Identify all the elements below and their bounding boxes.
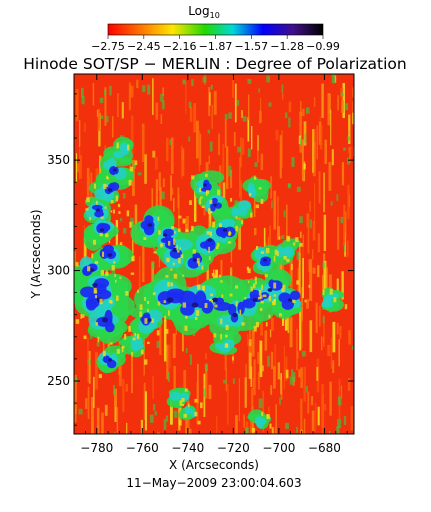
colorbar-tick-label: −2.75 [91,40,125,53]
y-tick-label: 250 [47,374,70,388]
y-axis-label: Y (Arcseconds) [29,209,43,299]
colorbar-tick-label: −1.87 [199,40,233,53]
colorbar-tick-label: −0.99 [306,40,340,53]
x-tick-label: −760 [126,441,159,455]
axis-ticks: −780 −760 −740 −720 −700 −680 350 300 250 [47,74,354,455]
polarization-map [74,74,354,434]
colorbar-tick-label: −2.45 [127,40,161,53]
x-axis-label: X (Arcseconds) [169,458,259,472]
colorbar-title: Log10 [188,4,220,20]
colorbar-title-subscript: 10 [210,11,220,20]
y-tick-label: 350 [47,153,70,167]
x-tick-label: −680 [308,441,341,455]
colorbar-tick-label: −1.28 [270,40,304,53]
x-tick-label: −780 [80,441,113,455]
colorbar-ticks: −2.75 −2.45 −2.16 −1.87 −1.57 −1.28 −0.99 [91,35,340,53]
timestamp: 11−May−2009 23:00:04.603 [126,476,301,490]
plot-frame [73,73,355,435]
colorbar-tick-label: −1.57 [234,40,268,53]
x-tick-label: −700 [262,441,295,455]
y-tick-label: 300 [47,264,70,278]
x-tick-label: −740 [171,441,204,455]
plot-title: Hinode SOT/SP − MERLIN : Degree of Polar… [23,55,406,73]
colorbar-title-base: Log [188,4,209,18]
colorbar-tick-label: −2.16 [163,40,197,53]
x-tick-label: −720 [217,441,250,455]
colorbar [107,23,324,36]
